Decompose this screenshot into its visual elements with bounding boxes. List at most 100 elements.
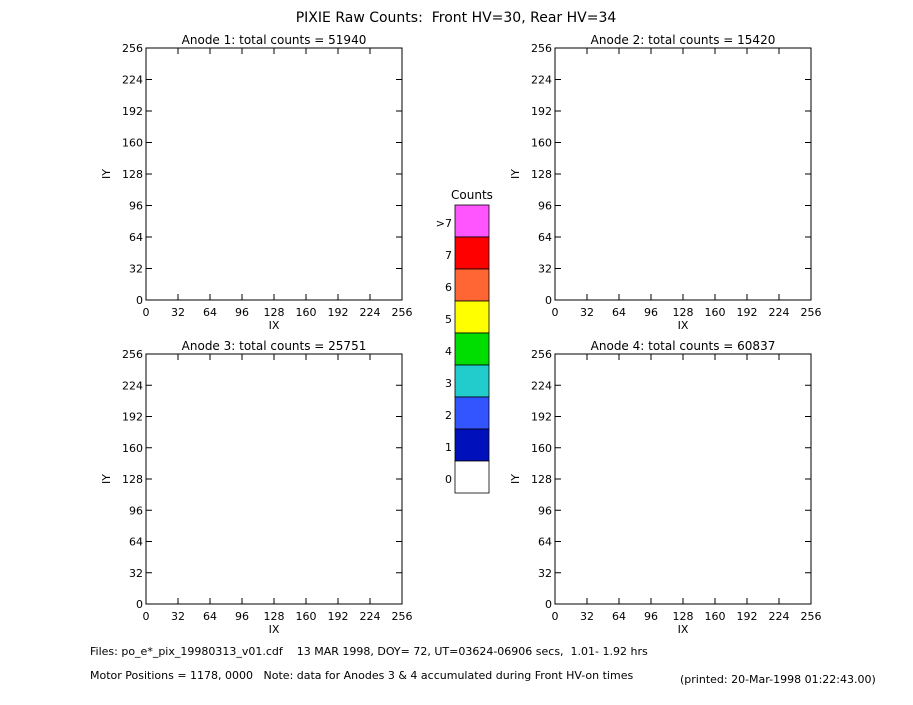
x-tick-label: 192 <box>328 610 349 623</box>
y-tick-label: 32 <box>129 567 143 580</box>
colorbar-label: 1 <box>445 441 452 454</box>
y-tick-label: 256 <box>122 42 143 55</box>
colorbar-swatch <box>454 236 490 270</box>
colorbar-label: 2 <box>445 409 452 422</box>
y-tick-label: 192 <box>531 411 552 424</box>
colorbar-swatch <box>454 460 490 494</box>
y-tick-label: 64 <box>538 231 552 244</box>
colorbar-swatch <box>454 204 490 238</box>
y-tick-label: 0 <box>136 294 143 307</box>
colorbar-swatch <box>454 364 490 398</box>
y-tick-label: 64 <box>538 536 552 549</box>
y-tick-label: 0 <box>545 598 552 611</box>
colorbar-label: 3 <box>445 377 452 390</box>
y-tick-label: 256 <box>531 42 552 55</box>
x-tick-label: 128 <box>264 610 285 623</box>
y-tick-label: 160 <box>531 137 552 150</box>
y-tick-label: 160 <box>531 442 552 455</box>
x-tick-label: 160 <box>705 306 726 319</box>
colorbar-label: 4 <box>445 345 452 358</box>
y-tick-label: 64 <box>129 231 143 244</box>
x-tick-label: 192 <box>328 306 349 319</box>
y-tick-label: 32 <box>538 567 552 580</box>
x-tick-label: 32 <box>580 306 594 319</box>
x-tick-label: 224 <box>360 610 381 623</box>
colorbar-swatch <box>454 300 490 334</box>
x-tick-label: 96 <box>644 610 658 623</box>
y-tick-label: 0 <box>545 294 552 307</box>
x-tick-label: 128 <box>673 610 694 623</box>
footer-printed: (printed: 20-Mar-1998 01:22:43.00) <box>680 673 876 686</box>
y-tick-label: 192 <box>122 411 143 424</box>
x-tick-label: 96 <box>235 610 249 623</box>
y-tick-label: 224 <box>531 379 552 392</box>
x-tick-label: 224 <box>769 610 790 623</box>
footer-files: Files: po_e*_pix_19980313_v01.cdf 13 MAR… <box>90 645 648 658</box>
colorbar-swatch <box>454 396 490 430</box>
x-axis-label: IX <box>269 623 280 636</box>
y-axis-label: IY <box>509 474 522 484</box>
y-tick-label: 96 <box>538 504 552 517</box>
footer-motor: Motor Positions = 1178, 0000 Note: data … <box>90 669 633 682</box>
x-tick-label: 0 <box>552 610 559 623</box>
y-tick-label: 0 <box>136 598 143 611</box>
y-tick-label: 128 <box>122 473 143 486</box>
y-tick-label: 128 <box>122 168 143 181</box>
y-tick-label: 224 <box>122 379 143 392</box>
y-tick-label: 256 <box>531 348 552 361</box>
x-axis-label: IX <box>678 319 689 332</box>
colorbar-label: 6 <box>445 281 452 294</box>
x-tick-label: 256 <box>801 610 822 623</box>
x-tick-label: 256 <box>392 306 413 319</box>
y-tick-label: 256 <box>122 348 143 361</box>
colorbar-title: Counts <box>451 188 493 202</box>
x-tick-label: 0 <box>552 306 559 319</box>
x-tick-label: 192 <box>737 610 758 623</box>
y-axis-label: IY <box>509 169 522 179</box>
y-tick-label: 128 <box>531 473 552 486</box>
y-tick-label: 96 <box>538 200 552 213</box>
colorbar-label: 5 <box>445 313 452 326</box>
y-tick-label: 64 <box>129 536 143 549</box>
x-tick-label: 64 <box>203 610 217 623</box>
x-tick-label: 64 <box>612 306 626 319</box>
x-tick-label: 96 <box>235 306 249 319</box>
x-axis-label: IX <box>678 623 689 636</box>
x-tick-label: 224 <box>360 306 381 319</box>
x-tick-label: 160 <box>296 306 317 319</box>
y-tick-label: 224 <box>122 74 143 87</box>
colorbar-label: 7 <box>445 249 452 262</box>
x-tick-label: 160 <box>296 610 317 623</box>
figure-title: PIXIE Raw Counts: Front HV=30, Rear HV=3… <box>296 10 617 26</box>
x-tick-label: 0 <box>143 306 150 319</box>
y-tick-label: 224 <box>531 74 552 87</box>
x-tick-label: 224 <box>769 306 790 319</box>
x-axis-label: IX <box>269 319 280 332</box>
plot-area <box>554 353 812 605</box>
y-tick-label: 192 <box>122 105 143 118</box>
x-tick-label: 192 <box>737 306 758 319</box>
x-tick-label: 128 <box>264 306 285 319</box>
y-tick-label: 128 <box>531 168 552 181</box>
y-tick-label: 96 <box>129 504 143 517</box>
panel-title: Anode 2: total counts = 15420 <box>591 33 776 47</box>
colorbar-swatch <box>454 268 490 302</box>
x-tick-label: 32 <box>580 610 594 623</box>
y-tick-label: 32 <box>538 263 552 276</box>
y-tick-label: 96 <box>129 200 143 213</box>
colorbar-label: >7 <box>436 217 452 230</box>
panel-title: Anode 1: total counts = 51940 <box>182 33 367 47</box>
plot-area <box>145 47 403 301</box>
panel-title: Anode 3: total counts = 25751 <box>182 339 367 353</box>
y-tick-label: 160 <box>122 137 143 150</box>
panel-title: Anode 4: total counts = 60837 <box>591 339 776 353</box>
colorbar-label: 0 <box>445 473 452 486</box>
x-tick-label: 128 <box>673 306 694 319</box>
x-tick-label: 32 <box>171 610 185 623</box>
y-tick-label: 32 <box>129 263 143 276</box>
y-axis-label: IY <box>100 169 113 179</box>
colorbar-swatch <box>454 428 490 462</box>
y-axis-label: IY <box>100 474 113 484</box>
